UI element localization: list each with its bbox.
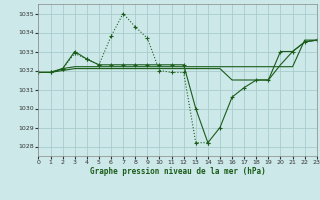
X-axis label: Graphe pression niveau de la mer (hPa): Graphe pression niveau de la mer (hPa): [90, 167, 266, 176]
